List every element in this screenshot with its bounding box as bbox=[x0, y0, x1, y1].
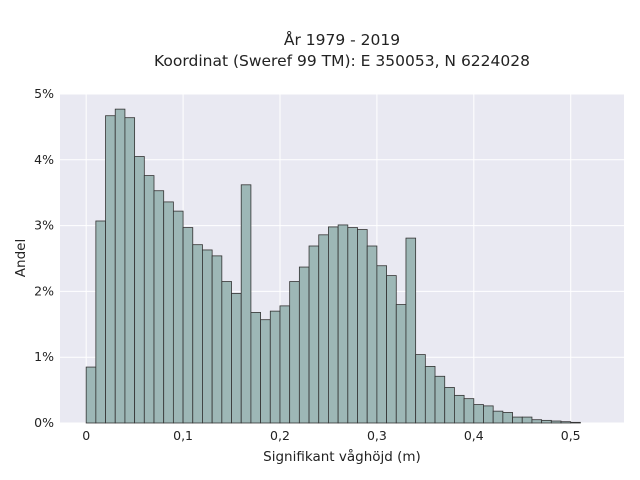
histogram-bar bbox=[444, 387, 455, 424]
histogram-bar bbox=[153, 190, 165, 424]
histogram-bar bbox=[347, 227, 358, 424]
histogram-bar bbox=[85, 366, 97, 424]
chart-subtitle: Koordinat (Sweref 99 TM): E 350053, N 62… bbox=[154, 52, 530, 70]
histogram-bar bbox=[512, 416, 523, 424]
histogram-bar bbox=[541, 419, 552, 424]
tick-labels: 0 0,1 0,2 0,3 0,4 0,5 0% 1% 2% 3% 4% 5% bbox=[34, 86, 580, 443]
bars bbox=[85, 108, 581, 424]
histogram-bar bbox=[182, 227, 194, 424]
y-tick-label: 2% bbox=[34, 283, 54, 298]
x-tick-label: 0,5 bbox=[561, 428, 581, 443]
histogram-bar bbox=[260, 319, 271, 424]
histogram-bar bbox=[105, 115, 116, 424]
histogram-bar bbox=[328, 226, 339, 424]
x-tick-label: 0,4 bbox=[464, 428, 484, 443]
y-tick-label: 5% bbox=[34, 86, 54, 101]
histogram-bar bbox=[424, 366, 436, 424]
histogram-bar bbox=[298, 266, 310, 424]
histogram-bar bbox=[134, 156, 145, 424]
histogram-bar bbox=[172, 210, 184, 424]
histogram-bar bbox=[434, 375, 446, 424]
histogram-bar bbox=[366, 245, 378, 424]
histogram-bar bbox=[114, 108, 126, 424]
histogram-bar bbox=[202, 249, 213, 424]
histogram-bar bbox=[521, 416, 533, 424]
chart-title: År 1979 - 2019 bbox=[284, 30, 400, 49]
histogram-bar bbox=[337, 224, 349, 424]
histogram-bar bbox=[231, 292, 242, 424]
y-tick-label: 0% bbox=[34, 415, 54, 430]
histogram-bar bbox=[386, 275, 397, 424]
y-tick-label: 3% bbox=[34, 218, 54, 233]
histogram-bar bbox=[531, 419, 543, 424]
histogram-bar bbox=[250, 312, 261, 424]
histogram-bar bbox=[192, 244, 203, 424]
y-tick-label: 1% bbox=[34, 349, 54, 364]
histogram-bar bbox=[289, 281, 300, 424]
x-axis-label: Signifikant våghöjd (m) bbox=[263, 448, 421, 465]
histogram-bar bbox=[221, 281, 232, 424]
y-axis-label: Andel bbox=[13, 239, 29, 277]
histogram-bar bbox=[357, 229, 368, 424]
histogram-bar bbox=[308, 245, 320, 424]
histogram-bar bbox=[376, 265, 387, 424]
histogram-bar bbox=[143, 175, 155, 424]
histogram-bar bbox=[550, 420, 562, 424]
histogram-bar bbox=[492, 410, 504, 424]
histogram-bar bbox=[560, 421, 572, 424]
histogram-bar bbox=[454, 394, 465, 424]
x-tick-label: 0 bbox=[82, 428, 90, 443]
histogram-bar bbox=[502, 412, 513, 424]
histogram-bar bbox=[211, 255, 223, 424]
y-tick-label: 4% bbox=[34, 152, 54, 167]
x-tick-label: 0,1 bbox=[173, 428, 193, 443]
histogram-bar bbox=[95, 220, 106, 424]
histogram-bar bbox=[124, 117, 136, 424]
x-tick-label: 0,3 bbox=[367, 428, 387, 443]
histogram-bar bbox=[240, 184, 252, 424]
histogram-bar bbox=[415, 354, 426, 424]
histogram-bar bbox=[570, 421, 581, 424]
histogram-bar bbox=[163, 201, 174, 424]
x-tick-label: 0,2 bbox=[270, 428, 290, 443]
histogram-bar bbox=[405, 237, 417, 424]
histogram-bar bbox=[395, 304, 407, 424]
histogram-bar bbox=[483, 405, 494, 424]
histogram-bar bbox=[463, 398, 475, 424]
histogram-bar bbox=[279, 305, 291, 424]
histogram-bar bbox=[318, 234, 329, 424]
histogram-bar bbox=[473, 404, 484, 424]
histogram-bar bbox=[269, 310, 281, 424]
